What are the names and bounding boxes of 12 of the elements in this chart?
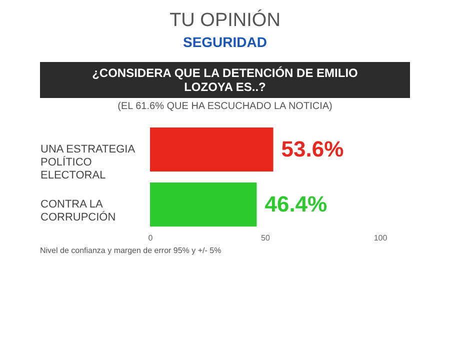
y-tick-label: CONTRA LA CORRUPCIÓN	[40, 198, 116, 224]
text: Nivel de confianza y margen de error 95% y +/- 5%	[40, 246, 222, 255]
text: ¿CONSIDERA QUE LA DETENCIÓN DE EMILIO LOZOYA ES..?	[40, 62, 410, 98]
text: (EL 61.6% QUE HA ESCUCHADO LA NOTICIA)	[116, 101, 334, 112]
x-tick-label: 0	[148, 234, 154, 242]
y-tick-label: UNA ESTRATEGIA POLÍTICO ELECTORAL	[40, 144, 136, 182]
x-tick-label: 100	[374, 234, 388, 242]
chart-title: TU OPINIÓN	[168, 8, 282, 32]
data-label: 53.6%	[281, 136, 344, 162]
chart-subtitle: SEGURIDAD	[182, 34, 268, 50]
data-label: 46.4%	[264, 192, 328, 216]
x-tick-label: 50	[261, 234, 270, 242]
